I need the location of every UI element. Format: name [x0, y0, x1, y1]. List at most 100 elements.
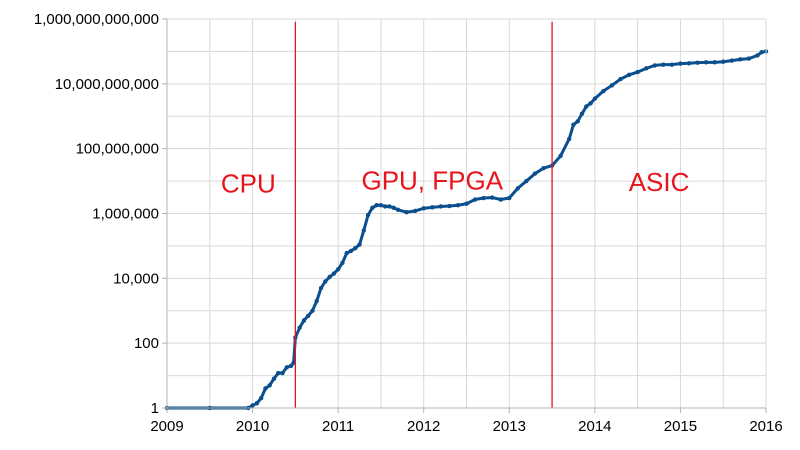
data-point: [635, 69, 640, 75]
data-point: [288, 363, 294, 369]
data-point: [357, 242, 362, 247]
data-point: [566, 136, 572, 142]
data-point: [318, 285, 324, 291]
data-point: [331, 271, 337, 276]
data-point: [669, 62, 675, 67]
data-point: [391, 205, 396, 210]
data-point: [746, 56, 752, 61]
data-point: [588, 101, 593, 106]
data-point: [271, 376, 277, 381]
data-point: [609, 83, 615, 88]
data-point: [430, 205, 435, 210]
data-point: [571, 122, 576, 127]
data-point: [644, 66, 649, 71]
data-point: [335, 267, 341, 272]
data-point: [661, 62, 666, 67]
data-point: [558, 153, 563, 159]
data-point: [455, 203, 461, 208]
data-point: [327, 274, 332, 280]
y-tick-label: 10,000: [113, 270, 159, 287]
data-point: [280, 370, 285, 376]
annotations: CPU GPU, FPGA ASIC: [221, 165, 690, 198]
y-tick-label: 100,000,000: [76, 141, 159, 158]
x-tick-label: 2009: [150, 418, 183, 435]
data-point: [652, 63, 657, 68]
data-point: [755, 53, 760, 58]
data-point: [592, 96, 598, 101]
data-point: [353, 246, 358, 251]
data-point: [524, 178, 529, 184]
data-point: [759, 49, 764, 55]
data-point: [626, 72, 632, 78]
region-label: CPU: [221, 168, 276, 198]
grid: [167, 18, 766, 408]
data-point: [378, 203, 384, 208]
data-point: [686, 61, 692, 66]
x-tick-label: 2016: [749, 418, 782, 435]
data-point: [263, 386, 268, 391]
data-point: [541, 165, 546, 171]
data-point: [254, 401, 260, 406]
data-point: [370, 205, 375, 210]
data-point: [729, 58, 734, 63]
data-point: [387, 204, 392, 209]
data-point: [365, 212, 371, 218]
data-point: [678, 61, 683, 66]
data-point: [498, 197, 503, 202]
data-point: [532, 171, 538, 176]
data-point: [374, 203, 379, 208]
y-tick-label: 10,000,000,000: [55, 76, 159, 93]
data-point: [738, 57, 743, 62]
y-tick-label: 100: [134, 335, 159, 352]
data-point: [447, 203, 452, 209]
region-label: ASIC: [629, 167, 690, 197]
data-point: [250, 403, 255, 408]
data-point: [344, 250, 349, 256]
data-point: [412, 208, 418, 214]
data-point: [348, 248, 354, 254]
data-point: [267, 383, 272, 388]
data-point: [703, 60, 709, 65]
data-point: [721, 59, 726, 64]
region-label: GPU, FPGA: [361, 165, 503, 195]
data-point: [515, 186, 521, 191]
data-point: [340, 260, 345, 266]
data-point: [421, 206, 426, 211]
data-point: [618, 76, 623, 82]
data-point: [305, 313, 311, 318]
data-point: [584, 104, 589, 109]
x-tick-label: 2013: [493, 418, 526, 435]
data-point: [310, 308, 315, 313]
y-tick-label: 1,000,000: [92, 206, 159, 223]
data-point: [481, 195, 486, 201]
data-point: [575, 119, 580, 124]
x-tick-label: 2012: [407, 418, 440, 435]
x-tick-label: 2015: [664, 418, 697, 435]
data-point: [284, 365, 289, 370]
data-point: [472, 197, 478, 202]
data-point: [712, 60, 717, 65]
data-point: [601, 88, 606, 94]
data-point: [579, 111, 585, 116]
x-tick-label: 2010: [236, 418, 269, 435]
y-tick-label: 1,000,000,000,000: [34, 11, 159, 28]
data-point: [323, 279, 328, 284]
y-tick-label: 1: [151, 400, 159, 417]
data-point: [383, 204, 388, 209]
x-tick-label: 2014: [578, 418, 611, 435]
data-point: [297, 325, 302, 330]
data-point: [507, 195, 512, 201]
data-point: [404, 209, 409, 215]
data-point: [258, 396, 264, 401]
axes: 2009 2010 2011 2012 2013 2014 2015 2016 1 100 10,0…: [34, 11, 783, 435]
data-point: [361, 228, 367, 233]
data-point: [695, 60, 700, 65]
data-point: [301, 318, 307, 323]
data-point: [438, 204, 444, 209]
x-tick-label: 2011: [322, 418, 354, 435]
data-point: [276, 370, 281, 376]
data-point: [464, 201, 469, 206]
data-point: [395, 207, 401, 213]
data-point: [314, 298, 319, 304]
